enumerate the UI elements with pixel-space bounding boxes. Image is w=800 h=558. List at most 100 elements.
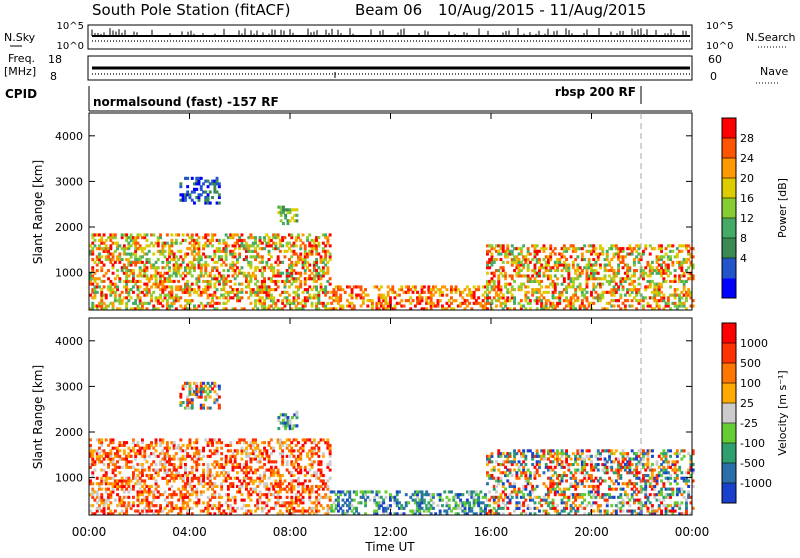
echo-cell: [351, 294, 354, 297]
echo-cell: [527, 247, 530, 250]
echo-cell: [274, 504, 277, 507]
echo-cell: [306, 266, 309, 269]
echo-cell: [545, 266, 548, 269]
echo-cell: [170, 250, 173, 253]
echo-cell: [626, 272, 629, 275]
colorbar-swatch: [722, 198, 736, 219]
echo-cell: [168, 277, 171, 280]
echo-cell: [446, 501, 449, 504]
echo-cell: [198, 236, 201, 239]
echo-cell: [572, 507, 575, 510]
echo-cell: [394, 496, 397, 499]
echo-cell: [134, 250, 137, 253]
echo-cell: [250, 264, 253, 267]
echo-cell: [98, 458, 101, 461]
echo-cell: [134, 239, 137, 242]
echo-cell: [155, 274, 158, 277]
echo-cell: [687, 288, 690, 291]
echo-cell: [583, 493, 586, 496]
echo-cell: [586, 463, 589, 466]
echo-cell: [195, 466, 198, 469]
echo-cell: [527, 269, 530, 272]
echo-cell: [259, 490, 262, 493]
echo-cell: [132, 272, 135, 275]
echo-cell: [687, 244, 690, 247]
echo-cell: [324, 482, 327, 485]
echo-cell: [572, 244, 575, 247]
echo-cell: [554, 291, 557, 294]
echo-cell: [457, 288, 460, 291]
echo-cell: [432, 294, 435, 297]
echo-cell: [170, 288, 173, 291]
echo-cell: [678, 277, 681, 280]
echo-cell: [202, 447, 205, 450]
echo-cell: [306, 291, 309, 294]
echo-cell: [552, 479, 555, 482]
echo-cell: [284, 441, 287, 444]
echo-cell: [635, 255, 638, 258]
echo-cell: [184, 269, 187, 272]
echo-cell: [437, 302, 440, 305]
echo-cell: [218, 493, 221, 496]
echo-cell: [567, 272, 570, 275]
echo-cell: [282, 222, 285, 225]
echo-cell: [218, 193, 221, 196]
echo-cell: [161, 299, 164, 302]
echo-cell: [261, 274, 264, 277]
echo-cell: [103, 507, 106, 510]
echo-cell: [98, 285, 101, 288]
echo-cell: [284, 217, 287, 220]
echo-cell: [511, 250, 514, 253]
echo-cell: [382, 305, 385, 308]
echo-cell: [247, 471, 250, 474]
echo-cell: [326, 438, 329, 441]
echo-cell: [590, 291, 593, 294]
echo-cell: [588, 305, 591, 308]
echo-cell: [241, 458, 244, 461]
echo-cell: [254, 277, 257, 280]
echo-cell: [288, 455, 291, 458]
echo-cell: [400, 504, 403, 507]
echo-cell: [586, 504, 589, 507]
echo-cell: [597, 258, 600, 261]
echo-cell: [118, 280, 121, 283]
echo-cell: [177, 488, 180, 491]
echo-cell: [204, 291, 207, 294]
echo-cell: [186, 504, 189, 507]
echo-cell: [567, 283, 570, 286]
echo-cell: [195, 283, 198, 286]
echo-cell: [529, 253, 532, 256]
echo-cell: [500, 479, 503, 482]
echo-cell: [164, 507, 167, 510]
echo-cell: [495, 460, 498, 463]
echo-cell: [504, 277, 507, 280]
echo-cell: [182, 444, 185, 447]
echo-cell: [538, 460, 541, 463]
echo-cell: [198, 305, 201, 308]
echo-cell: [225, 247, 228, 250]
echo-cell: [572, 280, 575, 283]
echo-cell: [157, 485, 160, 488]
echo-cell: [394, 296, 397, 299]
echo-cell: [168, 447, 171, 450]
echo-cell: [502, 244, 505, 247]
echo-cell: [576, 264, 579, 267]
echo-cell: [644, 266, 647, 269]
echo-cell: [148, 302, 151, 305]
echo-cell: [473, 296, 476, 299]
echo-cell: [137, 242, 140, 245]
echo-cell: [502, 269, 505, 272]
echo-cell: [418, 510, 421, 513]
echo-cell: [277, 469, 280, 472]
echo-cell: [583, 499, 586, 502]
echo-cell: [170, 485, 173, 488]
echo-cell: [592, 250, 595, 253]
echo-cell: [166, 299, 169, 302]
echo-cell: [446, 510, 449, 513]
echo-cell: [139, 280, 142, 283]
echo-cell: [320, 255, 323, 258]
echo-cell: [254, 479, 257, 482]
echo-cell: [497, 469, 500, 472]
echo-cell: [103, 463, 106, 466]
echo-cell: [132, 501, 135, 504]
